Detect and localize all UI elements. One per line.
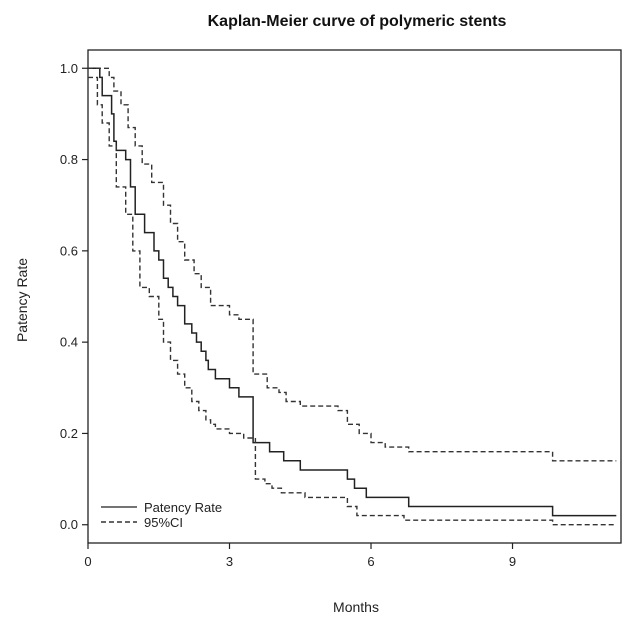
legend-label-patency-rate: Patency Rate xyxy=(144,500,222,515)
x-tick-label: 0 xyxy=(84,554,91,569)
legend: Patency Rate 95%CI xyxy=(101,500,222,530)
y-tick-label: 0.0 xyxy=(60,517,78,532)
y-tick-label: 0.8 xyxy=(60,152,78,167)
y-axis: 0.0 0.2 0.4 0.6 0.8 1.0 xyxy=(60,61,88,532)
patency-rate-line xyxy=(88,67,617,517)
ci-lower-line xyxy=(88,76,617,526)
x-tick-label: 3 xyxy=(226,554,233,569)
y-axis-label: Patency Rate xyxy=(14,258,30,342)
x-tick-label: 9 xyxy=(509,554,516,569)
y-tick-label: 0.2 xyxy=(60,426,78,441)
chart-title: Kaplan-Meier curve of polymeric stents xyxy=(208,13,507,30)
x-axis: 0 3 6 9 xyxy=(84,543,516,569)
y-tick-label: 0.6 xyxy=(60,243,78,258)
legend-label-95ci: 95%CI xyxy=(144,515,183,530)
y-tick-label: 1.0 xyxy=(60,61,78,76)
plot-frame xyxy=(87,49,622,544)
ci-upper-line xyxy=(88,67,617,462)
x-axis-label: Months xyxy=(333,599,379,615)
x-tick-label: 6 xyxy=(367,554,374,569)
y-tick-label: 0.4 xyxy=(60,335,78,350)
series-layer xyxy=(88,67,617,526)
